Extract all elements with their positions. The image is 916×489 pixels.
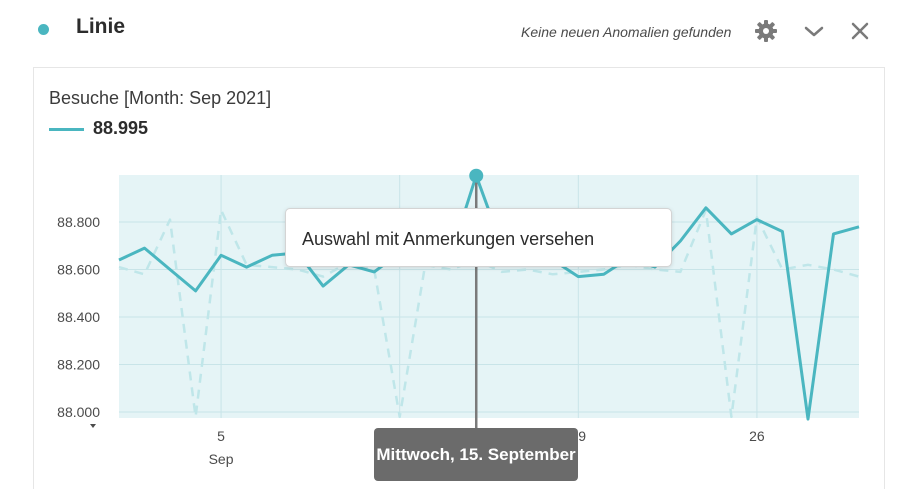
y-tick-label: 88.000	[57, 404, 100, 420]
anomaly-status: Keine neuen Anomalien gefunden	[521, 24, 732, 40]
x-tick-sublabel: Sep	[209, 451, 234, 467]
legend-value: 88.995	[93, 118, 149, 138]
metric-label: Besuche [Month: Sep 2021]	[49, 88, 272, 108]
selected-date-label: Mittwoch, 15. September	[374, 428, 578, 481]
selected-point-marker	[469, 168, 484, 183]
series-color-dot	[38, 24, 49, 35]
annotate-selection-menu-item[interactable]: Auswahl mit Anmerkungen versehen	[285, 208, 672, 267]
close-icon[interactable]	[847, 18, 873, 44]
x-tick-label: 5	[217, 428, 225, 444]
y-tick-label: 88.600	[57, 262, 100, 278]
y-axis-caret	[90, 424, 96, 428]
y-tick-label: 88.400	[57, 309, 100, 325]
y-tick-label: 88.800	[57, 214, 100, 230]
annotate-selection-label: Auswahl mit Anmerkungen versehen	[302, 229, 595, 249]
panel-title: Linie	[76, 15, 126, 38]
gear-icon[interactable]	[753, 18, 779, 44]
legend-swatch	[49, 128, 84, 131]
chevron-down-icon[interactable]	[801, 18, 827, 44]
y-tick-label: 88.200	[57, 357, 100, 373]
panel-header: Linie Keine neuen Anomalien gefunden	[0, 0, 916, 62]
x-tick-label: 26	[749, 428, 765, 444]
